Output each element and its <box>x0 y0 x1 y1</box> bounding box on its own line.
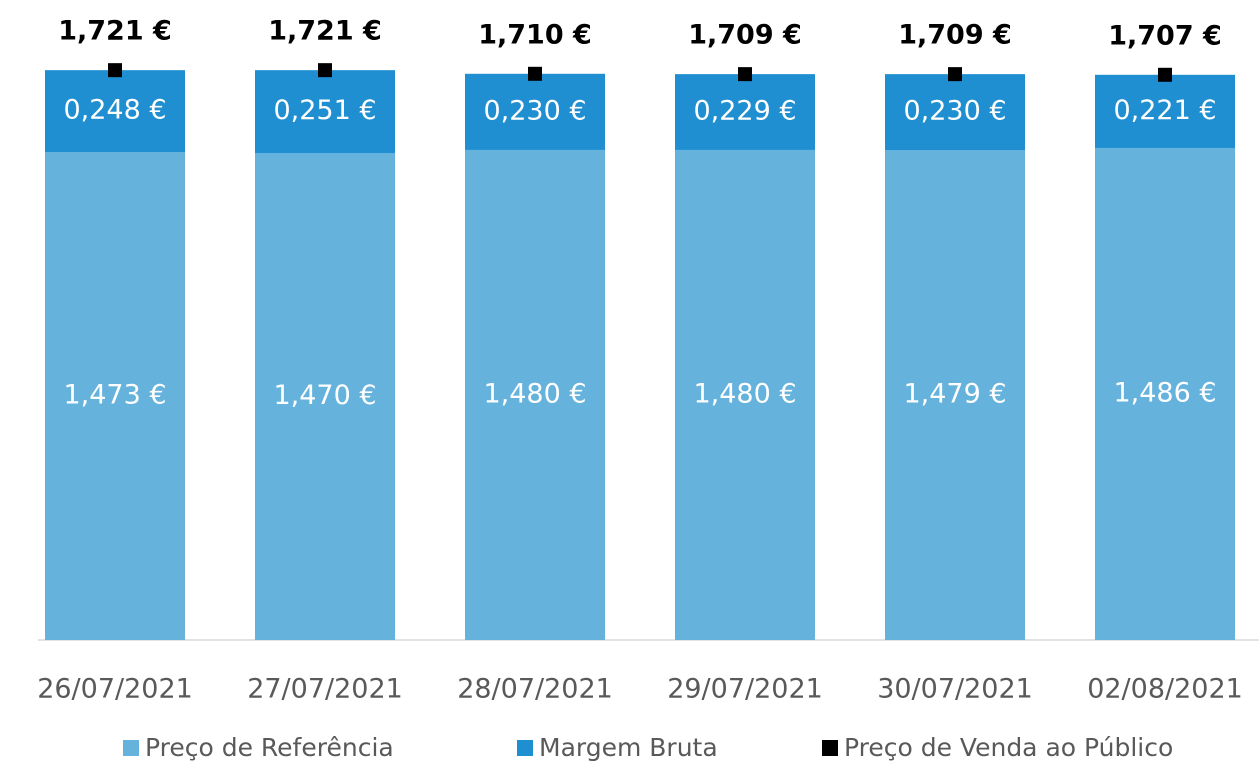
marker <box>738 67 752 82</box>
marker <box>948 67 962 82</box>
bar-segment <box>885 74 1025 151</box>
bar-segment <box>1095 147 1235 641</box>
legend-label: Preço de Referência <box>145 733 394 762</box>
bar-segment <box>255 153 395 640</box>
data-label: 0,230 € <box>483 95 586 126</box>
data-label: 1,710 € <box>478 19 592 50</box>
data-label: 0,251 € <box>273 95 376 126</box>
data-label: 1,709 € <box>898 20 1012 51</box>
marker <box>1158 67 1172 82</box>
data-label: 1,473 € <box>63 380 166 411</box>
x-tick-label: 30/07/2021 <box>877 674 1033 705</box>
x-tick-label: 02/08/2021 <box>1087 674 1243 705</box>
bar-segment <box>465 149 605 640</box>
bar-segment <box>255 70 395 154</box>
data-label: 1,709 € <box>688 20 802 51</box>
marker <box>108 63 122 78</box>
data-label: 0,230 € <box>903 96 1006 127</box>
bar-segment <box>465 73 605 150</box>
data-label: 0,248 € <box>63 95 166 126</box>
data-label: 0,229 € <box>693 96 796 127</box>
bar-segment <box>45 152 185 641</box>
marker <box>528 66 542 81</box>
bar-segment <box>675 149 815 640</box>
x-tick-label: 27/07/2021 <box>247 674 403 705</box>
legend-label: Margem Bruta <box>539 733 718 762</box>
data-label: 0,221 € <box>1113 95 1216 126</box>
x-tick-label: 29/07/2021 <box>667 674 823 705</box>
x-tick-label: 28/07/2021 <box>457 674 613 705</box>
data-label: 1,707 € <box>1108 20 1222 51</box>
legend-swatch <box>517 740 533 756</box>
data-label: 1,721 € <box>58 16 172 47</box>
legend-swatch <box>822 740 838 756</box>
data-label: 1,479 € <box>903 379 1006 410</box>
marker <box>318 63 332 78</box>
data-label: 1,480 € <box>483 378 586 409</box>
bar-segment <box>45 70 185 153</box>
bar-segment <box>1095 74 1235 148</box>
legend-swatch <box>123 740 139 756</box>
bar-segment <box>675 74 815 150</box>
bar-segment <box>885 150 1025 640</box>
x-tick-label: 26/07/2021 <box>37 674 193 705</box>
data-label: 1,721 € <box>268 16 382 47</box>
legend-label: Preço de Venda ao Público <box>844 733 1173 762</box>
data-label: 1,486 € <box>1113 377 1216 408</box>
data-label: 1,480 € <box>693 378 796 409</box>
data-label: 1,470 € <box>273 380 376 411</box>
